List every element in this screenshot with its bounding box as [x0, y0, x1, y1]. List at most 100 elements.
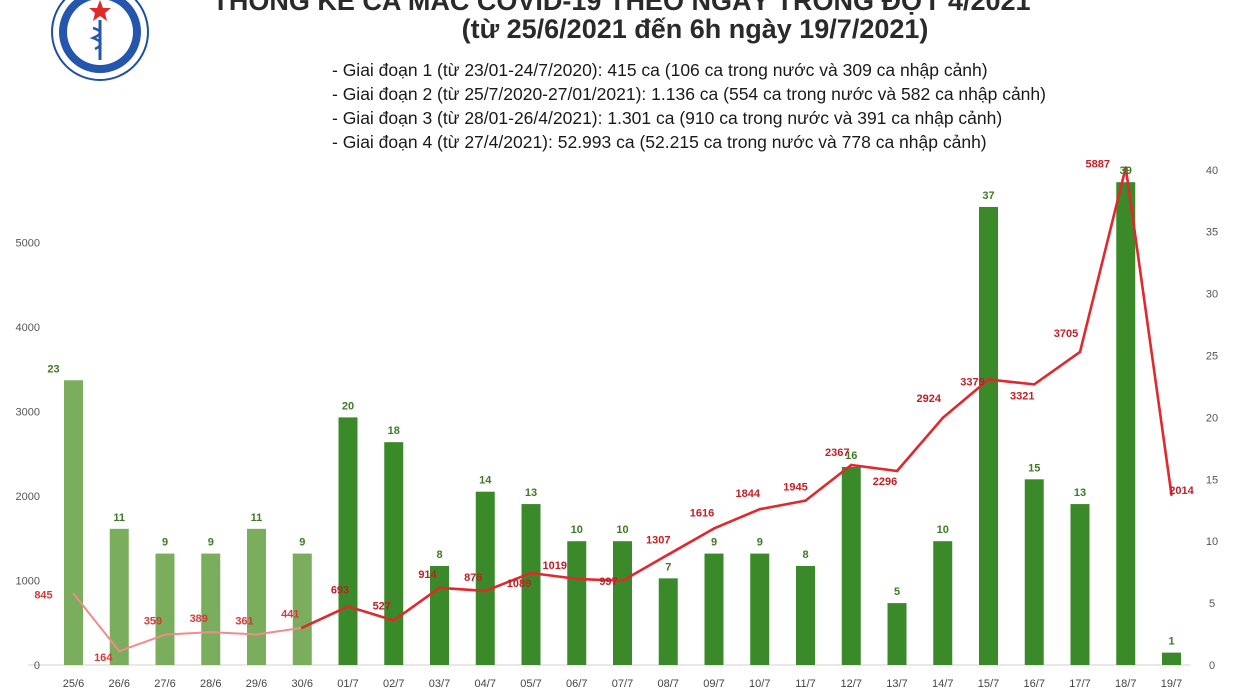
- x-axis-tick-label: 19/7: [1161, 678, 1182, 690]
- line-segment: [666, 527, 716, 556]
- line-segment: [941, 378, 990, 420]
- bar-value-label: 10: [571, 524, 583, 536]
- bar-value-label: 37: [982, 190, 994, 202]
- line-value-label: 164: [94, 652, 113, 664]
- line-segment: [392, 586, 441, 622]
- x-axis-tick-label: 02/7: [383, 678, 404, 690]
- line-value-label: 1019: [543, 560, 567, 572]
- line-value-label: 361: [235, 615, 253, 627]
- line-segment: [72, 592, 121, 653]
- bar-value-label: 1: [1168, 636, 1174, 648]
- bar-07/7: [613, 541, 632, 665]
- line-segment: [300, 605, 350, 630]
- x-axis-tick-label: 17/7: [1069, 678, 1090, 690]
- bar-08/7: [658, 578, 678, 665]
- bar-10/7: [750, 553, 770, 665]
- x-axis-tick-label: 29/6: [246, 678, 267, 690]
- bar-13/7: [887, 603, 907, 665]
- bar-value-label: 13: [1074, 487, 1086, 499]
- left-axis-tick-label: 4000: [16, 322, 40, 334]
- line-value-label: 693: [331, 584, 349, 596]
- x-axis-tick-label: 13/7: [886, 678, 907, 690]
- bar-01/7: [338, 417, 358, 665]
- line-segment: [118, 633, 166, 653]
- line-value-label: 441: [281, 609, 299, 621]
- x-axis-tick-label: 14/7: [932, 678, 953, 690]
- x-axis-tick-label: 18/7: [1115, 678, 1136, 690]
- bar-11/7: [796, 565, 815, 665]
- line-segment: [255, 626, 304, 636]
- line-segment: [346, 605, 396, 622]
- right-axis-tick-label: 10: [1206, 536, 1218, 548]
- right-axis-tick-label: 40: [1206, 165, 1218, 177]
- line-segment: [164, 631, 212, 636]
- line-value-label: 359: [144, 616, 162, 628]
- bar-value-label: 11: [251, 512, 263, 524]
- bar-value-label: 15: [1028, 462, 1040, 474]
- line-value-label: 997: [599, 576, 617, 588]
- bar-04/7: [475, 491, 495, 665]
- bar-26/6: [109, 528, 129, 665]
- bar-30/6: [292, 553, 312, 665]
- x-axis-tick-label: 04/7: [475, 678, 496, 690]
- bar-value-label: 9: [208, 537, 214, 549]
- x-axis-tick-label: 27/6: [154, 678, 175, 690]
- right-axis-tick-label: 15: [1206, 474, 1218, 486]
- bar-value-label: 23: [47, 363, 59, 375]
- ministry-of-health-logo: [51, 0, 149, 81]
- bar-09/7: [704, 553, 724, 665]
- bar-value-label: 5: [894, 586, 900, 598]
- line-value-label: 914: [418, 569, 437, 581]
- bar-value-label: 16: [845, 450, 857, 462]
- x-axis-tick-label: 05/7: [520, 678, 541, 690]
- bar-15/7: [979, 206, 998, 665]
- line-value-label: 1844: [736, 488, 761, 500]
- bar-value-label: 9: [757, 537, 763, 549]
- bar-value-label: 10: [937, 524, 949, 536]
- x-axis-tick-label: 08/7: [658, 678, 679, 690]
- line-value-label: 1616: [690, 507, 714, 519]
- line-value-label: 527: [373, 600, 391, 612]
- x-axis-tick-label: 16/7: [1024, 678, 1045, 690]
- x-axis-tick-label: 10/7: [749, 678, 770, 690]
- phase-3-summary: - Giai đoạn 3 (từ 28/01-26/4/2021): 1.30…: [332, 108, 1003, 128]
- x-axis-tick-label: 30/6: [292, 678, 313, 690]
- bar-18/7: [1116, 182, 1136, 665]
- bar-value-label: 39: [1120, 165, 1132, 177]
- phase-2-summary: - Giai đoạn 2 (từ 25/7/2020-27/01/2021):…: [332, 84, 1046, 104]
- bar-value-label: 9: [711, 537, 717, 549]
- bar-19/7: [1162, 652, 1181, 665]
- line-segment: [621, 553, 670, 583]
- bar-value-label: 9: [162, 537, 168, 549]
- left-axis-tick-label: 3000: [16, 407, 40, 419]
- x-axis-tick-label: 09/7: [703, 678, 724, 690]
- line-value-label: 2014: [1169, 485, 1194, 497]
- line-value-label: 5887: [1086, 159, 1110, 171]
- left-axis-tick-label: 2000: [16, 491, 40, 503]
- line-segment: [804, 463, 853, 502]
- line-segment: [575, 577, 624, 583]
- phase-4-summary: - Giai đoạn 4 (từ 27/4/2021): 52.993 ca …: [332, 132, 987, 152]
- line-value-label: 2924: [917, 393, 942, 405]
- line-value-label: 3379: [960, 376, 984, 388]
- x-axis-tick-label: 12/7: [841, 678, 862, 690]
- line-value-label: 2367: [825, 447, 849, 459]
- bar-value-label: 18: [388, 425, 400, 437]
- x-axis-tick-label: 01/7: [337, 678, 358, 690]
- line-segment: [758, 499, 807, 511]
- line-value-label: 1089: [507, 578, 531, 590]
- bar-value-label: 8: [802, 549, 808, 561]
- bar-value-label: 7: [665, 561, 671, 573]
- bar-17/7: [1070, 504, 1090, 665]
- line-segment: [1124, 166, 1173, 497]
- bar-12/7: [841, 466, 861, 665]
- line-value-label: 1945: [783, 482, 807, 494]
- line-value-label: 876: [464, 572, 482, 584]
- bar-value-label: 20: [342, 400, 354, 412]
- line-segment: [712, 507, 762, 530]
- right-axis-tick-label: 25: [1206, 351, 1218, 363]
- right-axis-tick-label: 5: [1209, 598, 1215, 610]
- x-axis-tick-label: 25/6: [63, 678, 84, 690]
- right-axis-tick-label: 20: [1206, 412, 1218, 424]
